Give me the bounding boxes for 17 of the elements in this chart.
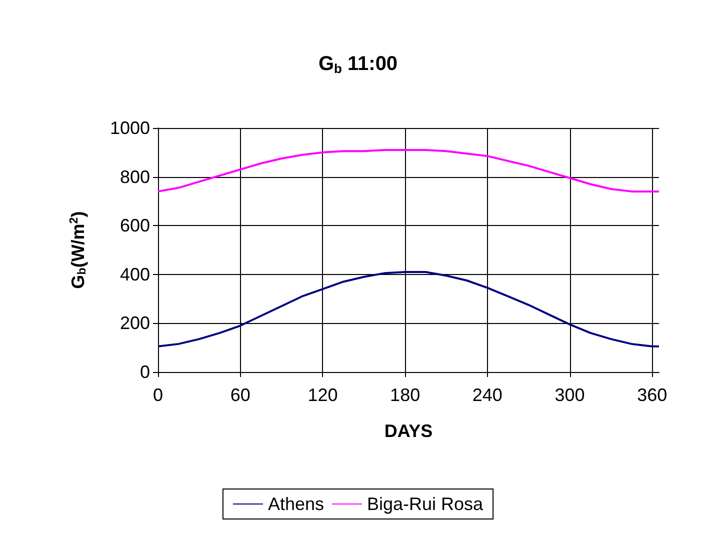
y-tick-label: 400	[120, 264, 150, 284]
x-tick-label: 180	[390, 385, 420, 405]
y-tick-label: 200	[120, 313, 150, 334]
y-tick-label: 800	[120, 166, 150, 187]
x-tick-label: 60	[230, 385, 250, 405]
x-tick-label: 360	[637, 385, 668, 405]
x-tick-label: 120	[308, 385, 338, 405]
y-axis-title: Gb(W/m2)	[67, 211, 88, 289]
legend-label: Athens	[268, 494, 324, 514]
x-tick-label: 0	[152, 385, 164, 405]
y-tick-label: 600	[120, 216, 150, 236]
x-tick-label: 240	[472, 385, 502, 405]
x-tick-label: 300	[554, 385, 585, 405]
x-axis-title: DAYS	[384, 421, 433, 441]
legend-label: Biga-Rui Rosa	[366, 494, 484, 514]
y-tick-label: 0	[140, 362, 150, 382]
y-tick-label: 1000	[110, 118, 150, 138]
